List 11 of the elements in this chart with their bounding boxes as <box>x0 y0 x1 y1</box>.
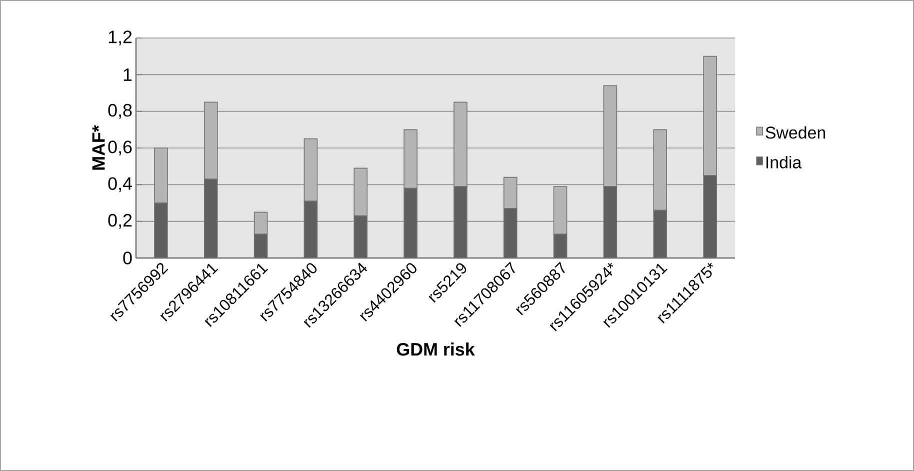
y-tick-label: 0,6 <box>108 140 132 156</box>
legend-label: India <box>766 156 802 168</box>
legend-label: Sweden <box>766 126 826 139</box>
y-tick-label: 1 <box>124 68 132 81</box>
y-tick-label: 0 <box>123 252 132 264</box>
y-tick-label: 0,2 <box>108 214 132 229</box>
y-tick-label: 0,4 <box>108 177 132 192</box>
x-axis-title: GDM risk <box>396 342 475 356</box>
y-tick-label: 0,8 <box>108 104 132 119</box>
y-tick-label: 1,2 <box>108 30 132 46</box>
y-axis-title: MAF* <box>92 125 105 170</box>
